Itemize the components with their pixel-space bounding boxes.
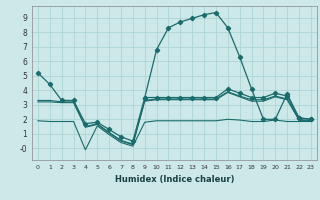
X-axis label: Humidex (Indice chaleur): Humidex (Indice chaleur) — [115, 175, 234, 184]
